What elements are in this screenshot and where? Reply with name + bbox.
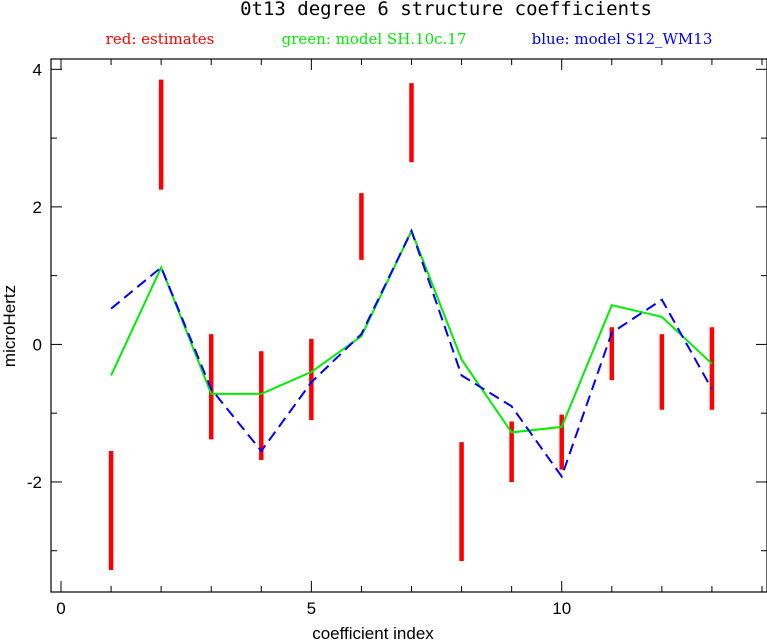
y-axis-label: microHertz bbox=[0, 285, 19, 367]
y-tick-label: 4 bbox=[33, 60, 42, 79]
legend-estimates: red: estimates bbox=[106, 30, 215, 48]
plot-frame bbox=[50, 58, 767, 593]
x-axis-label: coefficient index bbox=[312, 624, 434, 641]
chart-marks bbox=[108, 79, 715, 570]
series-line-s12wm13 bbox=[110, 228, 713, 479]
chart-title: 0t13 degree 6 structure coefficients bbox=[240, 0, 652, 20]
y-tick-label: -2 bbox=[27, 473, 42, 492]
x-tick-label: 0 bbox=[56, 599, 65, 618]
x-tick-label: 5 bbox=[307, 599, 316, 618]
axis-ticks: 0 5 10 -2 0 2 4 bbox=[27, 59, 767, 618]
x-tick-label: 10 bbox=[552, 599, 571, 618]
series-line-sh10c17 bbox=[110, 228, 713, 434]
y-tick-label: 2 bbox=[33, 198, 42, 217]
legend-model-s12wm13: blue: model S12_WM13 bbox=[532, 30, 713, 48]
y-tick-label: 0 bbox=[33, 335, 42, 354]
legend-model-sh10c17: green: model SH.10c.17 bbox=[282, 30, 467, 48]
